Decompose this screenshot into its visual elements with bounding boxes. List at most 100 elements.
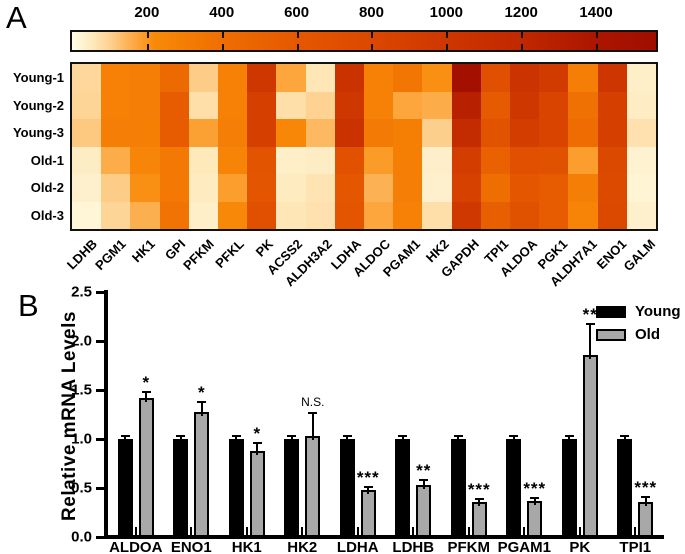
error-bar-stem [179,435,182,443]
bar-young [284,439,300,537]
x-axis-category-label: TPI1 [619,539,652,554]
error-bar [398,435,408,443]
significance-label: *** [523,478,547,498]
x-axis-group-tick [190,527,193,535]
heatmap-cell [626,146,656,174]
heatmap-cell [159,146,189,174]
heatmap-cell [218,91,248,119]
colorbar [70,30,658,52]
error-bar-cap [197,400,207,403]
heatmap-cell [218,64,248,92]
heatmap-row-label: Old-1 [30,152,64,168]
x-axis-group-tick [634,527,637,535]
x-axis-category-label: ALDOA [109,539,163,554]
heatmap-cell [626,201,656,229]
bar-young [173,439,189,537]
heatmap-cell [480,119,510,147]
error-bar-cap [509,435,519,438]
significance-label: *** [634,477,658,497]
bar-old [582,354,598,537]
bar-young [117,439,133,537]
error-bar-cap [231,435,241,438]
heatmap-cell [72,146,102,174]
heatmap-cell [568,64,598,92]
bar-young [506,439,522,537]
colorbar-tick [596,32,599,38]
heatmap-cell [364,91,394,119]
heatmap-cell [539,91,569,119]
heatmap-cell [393,174,423,202]
panel-a-label: A [6,0,27,35]
heatmap-cell [568,91,598,119]
heatmap-cell [393,146,423,174]
error-bar-cap [141,390,151,393]
x-axis-group-tick [523,527,526,535]
heatmap-cell [218,174,248,202]
error-bar-cap [453,435,463,438]
heatmap-cell [568,146,598,174]
heatmap-cell [72,174,102,202]
heatmap-cell [626,174,656,202]
x-axis-category-label: PGAM1 [497,539,551,554]
legend-entry-old: Old [596,327,681,342]
y-axis-tick-label: 2.5 [71,283,92,301]
error-bar [530,496,540,505]
heatmap-cell [422,174,452,202]
heatmap-cell [247,146,277,174]
heatmap-cell [539,146,569,174]
colorbar-tick [221,32,224,38]
heatmap-cell [159,119,189,147]
heatmap-cell [188,119,218,147]
heatmap-cell [72,64,102,92]
heatmap-cell [305,146,335,174]
error-bar [363,486,373,494]
heatmap-cell [393,119,423,147]
significance-label: *** [356,468,380,487]
heatmap-cell [276,119,306,147]
error-bar-cap [474,498,484,501]
heatmap-row-label: Young-2 [12,97,64,113]
bar-old [138,397,154,537]
heatmap-cell [510,146,540,174]
heatmap-cell [188,91,218,119]
bar-old [638,501,654,537]
heatmap-column-label: LDHB [63,236,100,273]
error-bar-stem [422,479,425,490]
error-bar-stem [200,400,203,416]
heatmap-cell [188,146,218,174]
colorbar-tick [446,32,449,38]
error-bar-stem [290,435,293,443]
heatmap-cell [130,91,160,119]
heatmap-cell [101,174,131,202]
error-bar-stem [478,498,481,506]
heatmap-cell [305,64,335,92]
error-bar [453,435,463,443]
heatmap-cell [393,64,423,92]
heatmap-cell [451,146,481,174]
heatmap-cell [276,146,306,174]
y-axis-spine [104,290,108,539]
error-bar-cap [641,495,651,498]
error-bar-cap [419,479,429,482]
x-axis-group-tick [134,527,137,535]
x-axis-category-label: ENO1 [170,539,212,554]
heatmap-cell [393,91,423,119]
heatmap-cell [597,91,627,119]
error-bar-stem [401,435,404,443]
heatmap-cell [451,64,481,92]
heatmap-cell [364,119,394,147]
y-axis-tick-label: 0.0 [71,528,92,546]
heatmap-cell [247,119,277,147]
heatmap-row-label: Old-2 [30,180,64,195]
colorbar-tick [146,32,149,38]
bar-young [617,439,633,537]
x-axis-category-label: HK2 [287,539,318,554]
heatmap-cell [305,201,335,229]
heatmap-cell [510,64,540,92]
y-axis-tick-label: 1.0 [71,430,92,448]
x-axis-category-label: PFKM [447,539,491,554]
colorbar-tick [371,32,374,38]
heatmap-cell [480,91,510,119]
significance-label: * [253,423,262,443]
heatmap-cell [451,201,481,229]
